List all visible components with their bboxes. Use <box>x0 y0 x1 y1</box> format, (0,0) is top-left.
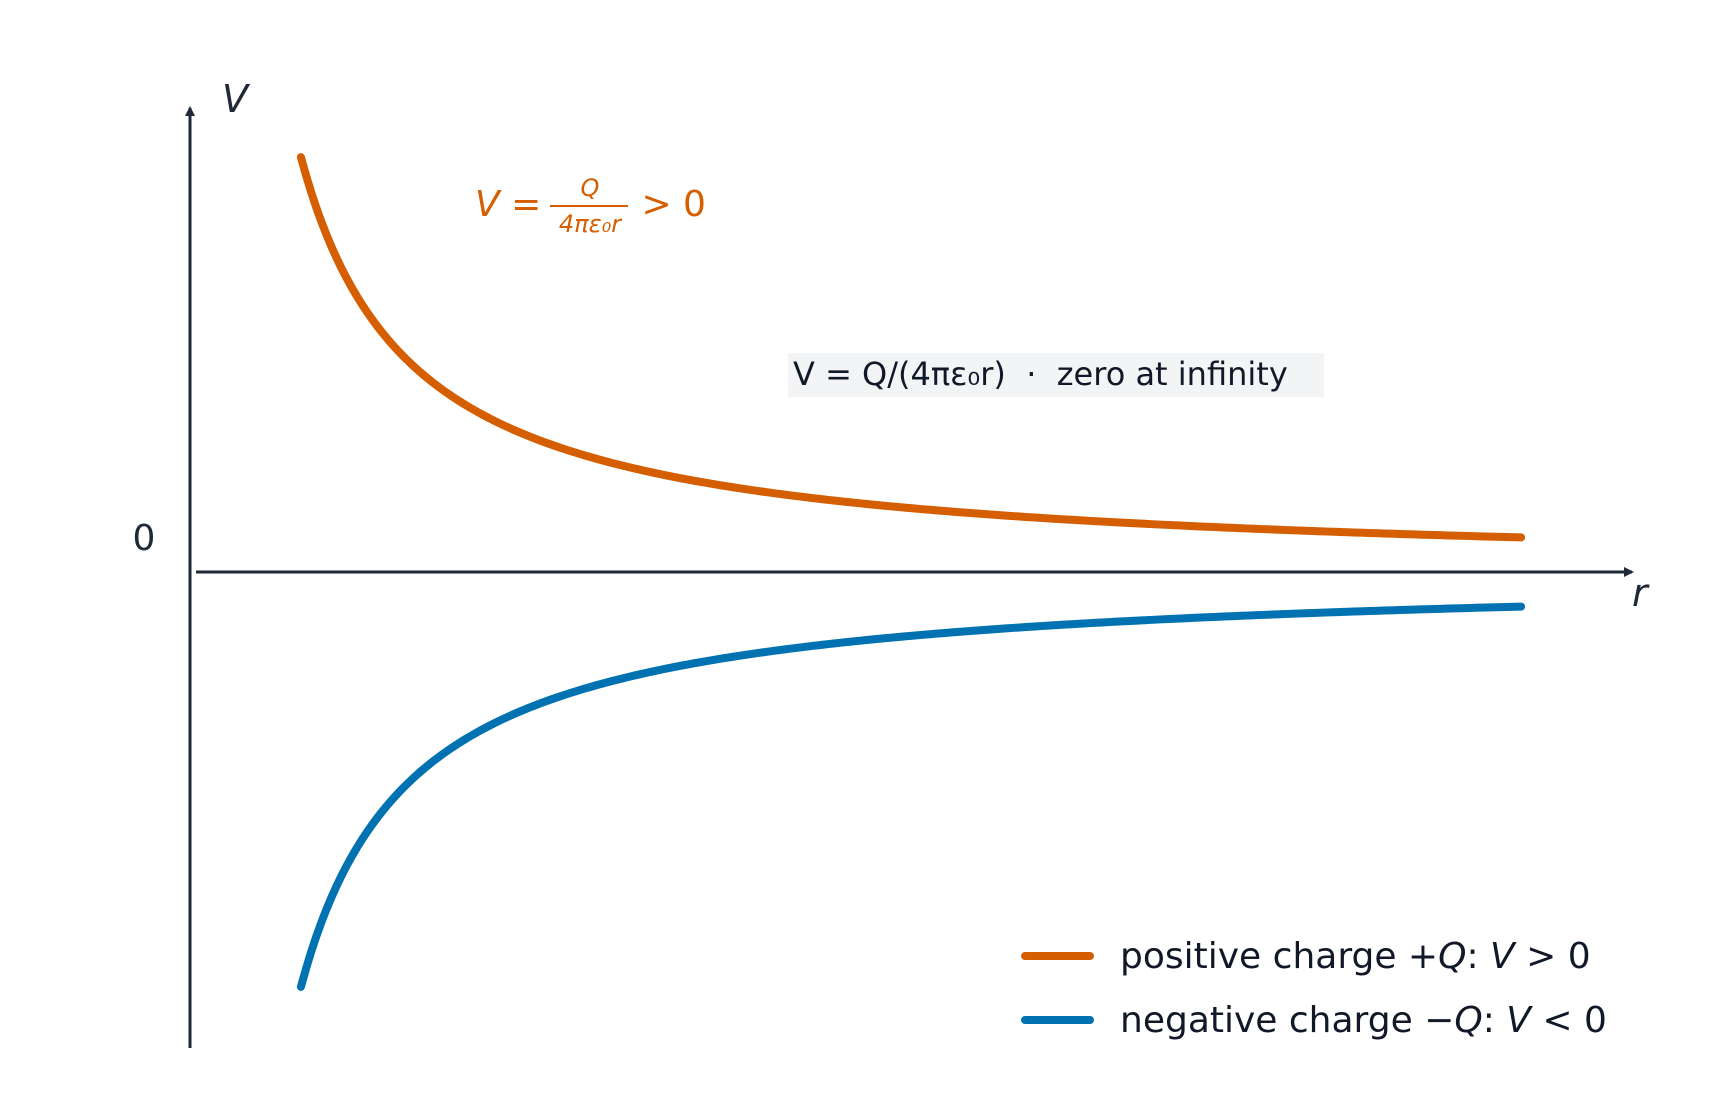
note-text: V = Q/(4πε₀r) · zero at infinity <box>793 355 1288 393</box>
series-positive-charge-line <box>296 153 1526 542</box>
formula-numerator: Q <box>581 174 600 202</box>
formula-denominator: 4πε₀r <box>559 210 623 238</box>
series-negative-charge-line <box>296 602 1526 991</box>
legend-label-negative: negative charge −Q: V < 0 <box>1120 1000 1607 1041</box>
formula-lhs: V = <box>475 184 553 225</box>
x-axis-label: r <box>1632 571 1650 615</box>
legend: positive charge +Q: V > 0 negative charg… <box>1021 936 1607 1041</box>
positive-formula-annotation: V = Q 4πε₀r > 0 <box>475 174 706 238</box>
formula-rhs: > 0 <box>630 184 706 225</box>
legend-label-positive: positive charge +Q: V > 0 <box>1120 936 1591 977</box>
zero-tick-label: 0 <box>133 518 156 559</box>
y-axis-label: V <box>222 77 251 121</box>
note-box <box>788 353 1324 397</box>
